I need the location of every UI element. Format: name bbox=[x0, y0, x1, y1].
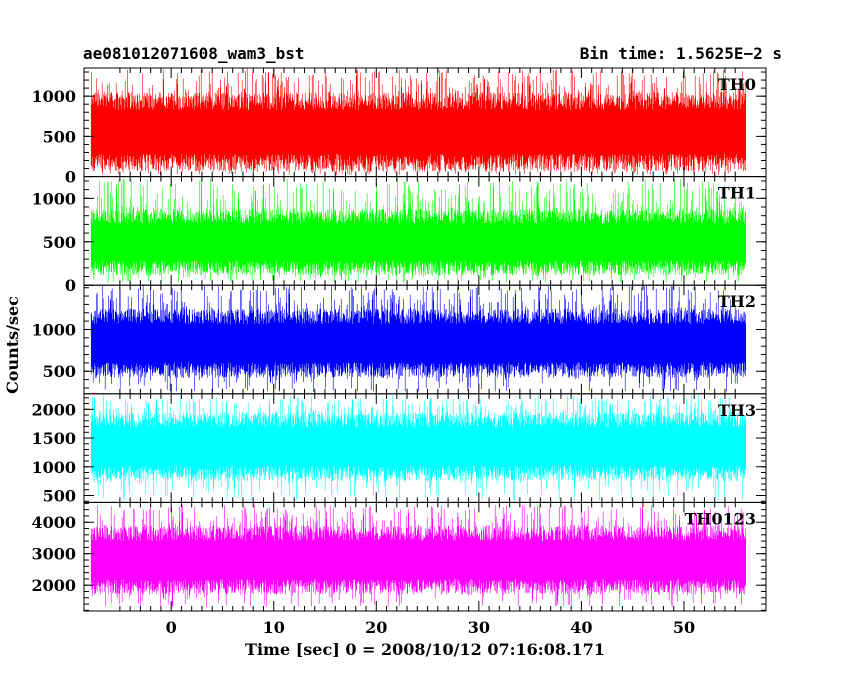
panel-label: TH3 bbox=[718, 401, 756, 420]
x-tick-label: 10 bbox=[263, 618, 285, 637]
y-tick-label: 500 bbox=[43, 127, 76, 146]
panel-label: TH2 bbox=[718, 292, 756, 311]
y-tick-label: 2000 bbox=[31, 576, 76, 595]
x-axis-label: Time [sec] 0 = 2008/10/12 07:16:08.171 bbox=[245, 640, 605, 659]
x-tick-label: 30 bbox=[468, 618, 490, 637]
y-tick-label: 0 bbox=[65, 276, 76, 295]
y-tick-label: 1000 bbox=[31, 189, 76, 208]
x-tick-label: 40 bbox=[570, 618, 592, 637]
y-tick-label: 1000 bbox=[31, 320, 76, 339]
x-tick-label: 20 bbox=[365, 618, 387, 637]
x-tick-label: 50 bbox=[673, 618, 695, 637]
y-tick-label: 2000 bbox=[31, 400, 76, 419]
panel-th0: 0 500 1000 TH0 bbox=[31, 67, 767, 187]
series-line-th1 bbox=[90, 177, 746, 283]
panel-th3: 500 1000 1500 2000 TH3 bbox=[31, 393, 767, 506]
series-line-th0 bbox=[90, 68, 746, 175]
panel-label: TH1 bbox=[718, 184, 756, 203]
panel-label: TH0123 bbox=[684, 509, 756, 528]
y-tick-label: 1000 bbox=[31, 458, 76, 477]
panel-frame bbox=[83, 501, 767, 612]
series-line-th3 bbox=[90, 395, 746, 502]
y-tick-label: 1500 bbox=[31, 429, 76, 448]
y-tick-label: 500 bbox=[43, 233, 76, 252]
y-tick-label: 500 bbox=[43, 362, 76, 381]
y-tick-label: 1000 bbox=[31, 87, 76, 106]
panel-label: TH0 bbox=[718, 75, 756, 94]
series-line-th0123 bbox=[90, 505, 746, 608]
panel-th1: 0 500 1000 TH1 bbox=[31, 176, 767, 295]
panel-th0123: 2000 3000 4000 TH0123 bbox=[31, 501, 767, 612]
panel-th2: 500 1000 TH2 bbox=[31, 284, 767, 395]
x-tick-label: 0 bbox=[166, 618, 177, 637]
chart-title: ae081012071608_wam3_bst bbox=[83, 44, 305, 63]
y-axis-label: Counts/sec bbox=[3, 296, 22, 394]
series-line-th2 bbox=[90, 285, 746, 392]
y-tick-label: 0 bbox=[65, 168, 76, 187]
y-tick-label: 4000 bbox=[31, 513, 76, 532]
y-tick-label: 3000 bbox=[31, 545, 76, 564]
y-tick-label: 500 bbox=[43, 487, 76, 506]
bin-time-label: Bin time: 1.5625E−2 s bbox=[579, 44, 782, 63]
